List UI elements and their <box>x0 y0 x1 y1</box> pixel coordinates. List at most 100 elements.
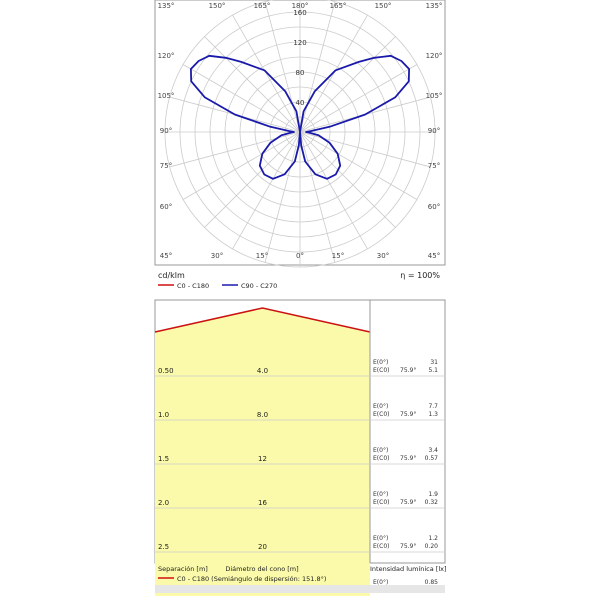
polar-ring <box>239 71 361 193</box>
polar-ring <box>224 56 376 208</box>
angle-value: 75.9° <box>400 455 416 462</box>
angle-label: 120° <box>158 52 175 60</box>
angle-label: 75° <box>428 162 440 170</box>
separation-value: 1.5 <box>158 455 169 463</box>
legend-label-c90: C90 - C270 <box>241 282 277 290</box>
diameter-value: 16 <box>258 499 267 507</box>
ec0-value: 5.1 <box>428 367 438 374</box>
unit-label: cd/klm <box>158 271 185 280</box>
separation-value: 0.50 <box>158 367 174 375</box>
polar-spoke <box>299 36 396 133</box>
angle-label: 15° <box>332 252 344 260</box>
angle-label: 150° <box>375 2 392 10</box>
e0-value: 1.9 <box>428 491 438 498</box>
angle-value: 75.9° <box>400 499 416 506</box>
ec0-label: E(C0) <box>373 499 389 506</box>
polar-spoke <box>264 1 301 133</box>
polar-curves <box>189 54 411 180</box>
polar-radial-labels: 40 80 120 160 <box>293 9 306 107</box>
angle-label: 165° <box>254 2 271 10</box>
polar-spoke <box>299 1 336 133</box>
cone-diagram: 0.50 4.0E(0°)E(C0) 75.9°315.11.0 8.0E(0°)E(… <box>154 299 447 596</box>
angle-label: 30° <box>211 252 223 260</box>
radial-tick-label: 40 <box>296 99 305 107</box>
diameter-value: 20 <box>258 543 267 551</box>
e0-value: 3.4 <box>428 447 438 454</box>
header-intensity: Intensidad lumínica [lx] <box>370 565 447 573</box>
e0-label: E(0°) <box>373 403 388 410</box>
cone-fill <box>155 308 370 596</box>
e0-label: E(0°) <box>373 579 388 586</box>
angle-value: 75.9° <box>400 543 416 550</box>
separation-value: 2.0 <box>158 499 169 507</box>
diameter-value: 12 <box>258 455 267 463</box>
cone-edge <box>154 307 371 333</box>
e0-label: E(0°) <box>373 359 388 366</box>
cone-rows: 0.50 4.0E(0°)E(C0) 75.9°315.11.0 8.0E(0°)E(… <box>155 359 445 595</box>
polar-spoke <box>299 131 396 228</box>
polar-ring <box>254 86 346 178</box>
polar-spoke <box>204 36 301 133</box>
angle-label: 90° <box>428 127 440 135</box>
ec0-value: 0.32 <box>425 499 439 506</box>
polar-ring <box>194 26 406 238</box>
polar-spoke <box>299 14 368 133</box>
ec0-value: 0.57 <box>425 455 439 462</box>
angle-label: 60° <box>160 203 172 211</box>
angle-label: 30° <box>377 252 389 260</box>
angle-label: 105° <box>426 92 443 100</box>
polar-spoke <box>299 131 418 200</box>
angle-label: 90° <box>160 127 172 135</box>
e0-value: 1.2 <box>428 535 438 542</box>
angle-value: 75.9° <box>400 411 416 418</box>
polar-spoke <box>232 131 301 250</box>
separation-value: 2.5 <box>158 543 169 551</box>
separation-value: 1.0 <box>158 411 169 419</box>
polar-spoke <box>182 64 301 133</box>
e0-label: E(0°) <box>373 447 388 454</box>
angle-label: 165° <box>330 2 347 10</box>
polar-spoke <box>182 131 301 200</box>
angle-label: 180° <box>292 2 309 10</box>
radial-tick-label: 80 <box>296 69 305 77</box>
ec0-label: E(C0) <box>373 367 389 374</box>
angle-label: 120° <box>426 52 443 60</box>
ec0-label: E(C0) <box>373 543 389 550</box>
polar-ring <box>269 101 331 163</box>
efficiency-label: η = 100% <box>400 271 440 280</box>
ec0-value: 1.3 <box>428 411 438 418</box>
header-diameter: Diámetro del cono [m] <box>225 565 298 573</box>
angle-label: 0° <box>296 252 304 260</box>
polar-spoke <box>299 131 368 250</box>
header-separation: Separación [m] <box>158 565 208 573</box>
angle-label: 135° <box>158 2 175 10</box>
polar-curve-1 <box>189 54 411 180</box>
e0-label: E(0°) <box>373 535 388 542</box>
polar-ring <box>164 0 436 268</box>
ec0-value: 0.20 <box>425 543 439 550</box>
polar-spoke <box>232 14 301 133</box>
polar-intensity-chart: 135° 150° 165° 180° 165° 150° 135° 120° 105° 90° 7… <box>154 0 446 290</box>
polar-ring <box>179 11 421 253</box>
polar-angle-labels: 135° 150° 165° 180° 165° 150° 135° 120° 105° 90° 7… <box>158 2 443 260</box>
angle-label: 135° <box>426 2 443 10</box>
cone-legend-label: C0 - C180 (Semiángulo de dispersión: 151… <box>177 575 326 583</box>
footer-bar <box>155 585 445 593</box>
angle-label: 60° <box>428 203 440 211</box>
polar-spoke <box>299 64 418 133</box>
e0-value: 7.7 <box>428 403 438 410</box>
angle-label: 15° <box>256 252 268 260</box>
radial-tick-label: 160 <box>293 9 306 17</box>
polar-spoke <box>299 131 336 263</box>
angle-value: 75.9° <box>400 367 416 374</box>
e0-label: E(0°) <box>373 491 388 498</box>
angle-label: 105° <box>158 92 175 100</box>
ec0-label: E(C0) <box>373 455 389 462</box>
angle-label: 45° <box>160 252 172 260</box>
ec0-label: E(C0) <box>373 411 389 418</box>
legend-label-c0: C0 - C180 <box>177 282 209 290</box>
e0-value: 0.85 <box>425 579 439 586</box>
angle-label: 150° <box>209 2 226 10</box>
polar-spoke <box>264 131 301 263</box>
angle-label: 45° <box>428 252 440 260</box>
